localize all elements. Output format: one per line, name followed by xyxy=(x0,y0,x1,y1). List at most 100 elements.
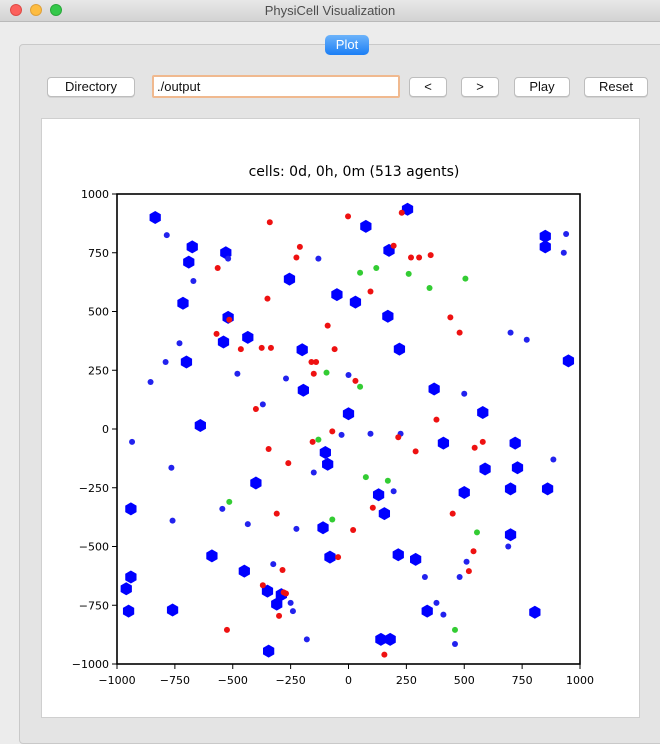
x-tick-label: −250 xyxy=(276,674,306,687)
green-cell-marker xyxy=(462,275,469,282)
large-cell-marker xyxy=(421,604,433,618)
red-cell-marker xyxy=(265,445,272,452)
red-cell-marker xyxy=(267,344,274,351)
cells-scatter-chart: cells: 0d, 0h, 0m (513 agents) −1000 −750… xyxy=(72,164,594,687)
large-cell-marker xyxy=(504,482,517,496)
large-cell-marker xyxy=(562,354,575,368)
x-tick-label: −750 xyxy=(160,674,190,687)
large-cell-marker xyxy=(382,309,394,323)
blue-cell-marker xyxy=(259,401,266,408)
red-cell-marker xyxy=(226,316,233,323)
large-cell-marker xyxy=(319,446,331,459)
red-cell-marker xyxy=(273,510,280,517)
red-cell-marker xyxy=(329,428,336,435)
blue-cell-marker xyxy=(451,641,458,648)
maximize-window-button[interactable] xyxy=(50,4,62,16)
green-cell-marker xyxy=(384,477,391,484)
blue-cell-marker xyxy=(129,438,136,445)
blue-cell-marker xyxy=(163,232,170,239)
red-cell-marker xyxy=(308,359,315,366)
large-cell-marker xyxy=(263,644,275,658)
large-cell-marker xyxy=(539,229,551,243)
red-cell-marker xyxy=(345,213,352,220)
next-frame-button[interactable]: > xyxy=(461,77,499,97)
large-cell-marker xyxy=(250,476,262,490)
blue-cell-marker xyxy=(461,390,468,397)
large-cell-marker xyxy=(217,335,230,349)
large-cell-marker xyxy=(458,485,470,499)
large-cell-marker xyxy=(317,521,329,535)
blue-cell-marker xyxy=(563,230,570,237)
red-cell-marker xyxy=(258,344,265,351)
large-cell-marker xyxy=(149,211,161,224)
large-cell-marker xyxy=(120,582,132,596)
large-cell-marker xyxy=(541,482,554,496)
previous-frame-button[interactable]: < xyxy=(409,77,447,97)
output-path-input[interactable] xyxy=(152,75,400,98)
plot-canvas: cells: 0d, 0h, 0m (513 agents) −1000 −750… xyxy=(41,118,640,718)
green-cell-marker xyxy=(473,529,480,536)
blue-cell-marker xyxy=(287,599,294,606)
x-tick-label: 0 xyxy=(345,674,352,687)
blue-cell-marker xyxy=(440,611,447,618)
large-cell-marker xyxy=(372,488,385,502)
large-cell-marker xyxy=(180,355,193,369)
green-cell-marker xyxy=(451,626,458,633)
close-window-button[interactable] xyxy=(10,4,22,16)
red-cell-marker xyxy=(398,209,405,216)
green-cell-marker xyxy=(426,285,433,291)
red-cell-marker xyxy=(456,329,463,336)
blue-cell-marker xyxy=(289,608,296,615)
play-button[interactable]: Play xyxy=(514,77,570,97)
green-cell-marker xyxy=(362,474,369,481)
red-cell-marker xyxy=(390,242,397,249)
reset-button[interactable]: Reset xyxy=(584,77,648,97)
green-cell-marker xyxy=(315,436,322,443)
red-cell-marker xyxy=(352,377,359,384)
blue-cell-marker xyxy=(507,329,514,336)
blue-cell-marker xyxy=(270,561,277,568)
tab-plot[interactable]: Plot xyxy=(325,35,369,55)
blue-cell-marker xyxy=(523,336,530,343)
blue-cell-marker xyxy=(560,249,567,256)
red-cell-marker xyxy=(470,548,477,555)
large-cell-marker xyxy=(186,240,198,254)
directory-button[interactable]: Directory xyxy=(47,77,135,97)
large-cell-marker xyxy=(384,632,396,646)
minimize-window-button[interactable] xyxy=(30,4,42,16)
red-cell-marker xyxy=(408,254,414,261)
blue-cell-marker xyxy=(390,488,397,495)
blue-cell-marker xyxy=(456,574,463,581)
large-cell-marker xyxy=(271,597,283,611)
red-cell-marker xyxy=(283,590,289,597)
red-cell-marker xyxy=(471,444,478,451)
red-cell-marker xyxy=(331,346,338,353)
large-cell-marker xyxy=(297,383,309,397)
blue-cell-marker xyxy=(147,379,154,385)
red-cell-marker xyxy=(310,370,317,377)
large-cell-marker xyxy=(324,550,336,564)
blue-cell-marker xyxy=(234,370,241,377)
red-cell-marker xyxy=(276,612,283,619)
green-cell-marker xyxy=(329,516,336,523)
large-cell-marker xyxy=(296,343,308,357)
red-cell-marker xyxy=(427,252,434,259)
blue-cell-marker xyxy=(176,340,183,347)
red-cell-marker xyxy=(293,254,300,261)
green-cell-marker xyxy=(323,369,330,376)
large-cell-marker xyxy=(378,507,391,521)
x-tick-label: −1000 xyxy=(98,674,135,687)
blue-cell-marker xyxy=(338,431,345,438)
red-cell-marker xyxy=(367,288,374,295)
large-cell-marker xyxy=(509,436,521,450)
red-cell-marker xyxy=(465,568,472,575)
large-cell-marker xyxy=(206,549,218,563)
blue-cell-marker xyxy=(421,574,428,581)
red-cell-marker xyxy=(237,346,244,353)
red-cell-marker xyxy=(381,651,388,658)
large-cell-marker xyxy=(177,296,189,310)
red-cell-marker xyxy=(213,330,220,337)
green-cell-marker xyxy=(357,383,364,390)
blue-cell-marker xyxy=(550,456,557,463)
red-cell-marker xyxy=(395,434,402,441)
